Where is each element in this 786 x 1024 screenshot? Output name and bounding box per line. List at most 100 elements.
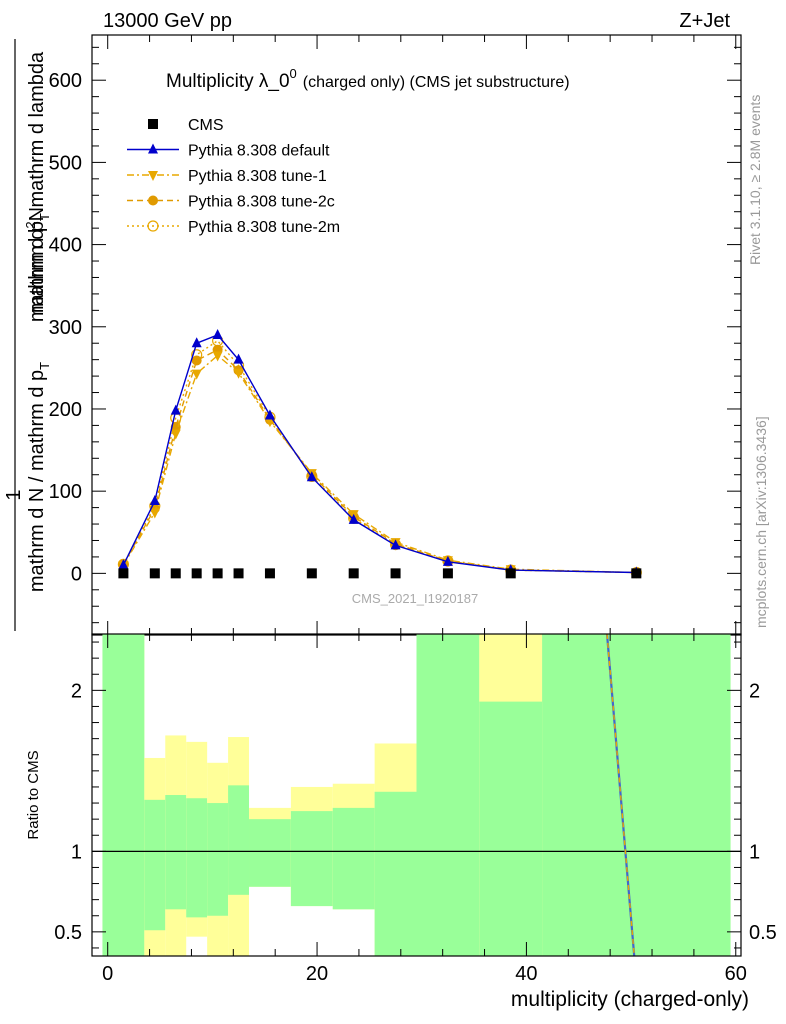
x-tick-label: 0 xyxy=(102,963,113,985)
tune1-point xyxy=(233,368,244,379)
ratio-green-band xyxy=(479,701,543,956)
tune1-point xyxy=(212,351,223,362)
cms-point xyxy=(212,568,223,579)
y-tick-label: 0 xyxy=(71,563,82,585)
ratio-green-band xyxy=(165,795,187,910)
main-y-label-lower: mathrm d N / mathrm d pT mathrm d pT mat… xyxy=(26,51,52,592)
default-point xyxy=(442,555,453,566)
cms-point xyxy=(170,568,181,579)
x-axis-label: multiplicity (charged-only) xyxy=(511,988,749,1011)
ratio-y-tick-label-right: 2 xyxy=(749,680,760,702)
main-plot-title: Multiplicity λ_00 (charged only) (CMS jet… xyxy=(166,66,570,92)
cms-point xyxy=(390,568,401,579)
ratio-green-band xyxy=(249,819,291,887)
default-point xyxy=(390,539,401,550)
ratio-plot-frame xyxy=(91,633,742,957)
ratio-green-band xyxy=(290,811,333,907)
main-y-label: mathrm d2N xyxy=(14,39,48,631)
series-line-3 xyxy=(122,348,637,574)
series-line-2 xyxy=(122,354,637,574)
cms-point xyxy=(118,568,129,579)
ratio-green-band xyxy=(542,634,731,956)
y-label-denominator: mathrm d pT mathrm d lambda xyxy=(26,51,52,322)
tune1-point xyxy=(170,429,181,440)
ratio-green-band xyxy=(102,634,145,956)
default-point xyxy=(212,329,223,339)
y-tick-label: 600 xyxy=(49,70,82,92)
y-label-numerator: mathrm d2N xyxy=(23,207,48,313)
ratio-bands xyxy=(92,633,741,957)
default-point xyxy=(264,409,275,420)
ratio-y-tick-label-right: 1 xyxy=(749,841,760,863)
cms-point xyxy=(233,568,244,579)
watermark: CMS_2021_I1920187 xyxy=(352,591,479,606)
cms-point xyxy=(442,568,453,579)
side-labels: Rivet 3.1.10, ≥ 2.8M events mcplots.cern… xyxy=(747,95,769,628)
y-tick-label: 100 xyxy=(49,481,82,503)
y-tick-label: 200 xyxy=(49,399,82,421)
ratio-y-tick-label-right: 0.5 xyxy=(749,922,777,944)
legend-label: Pythia 8.308 tune-2c xyxy=(188,194,335,211)
y-tick-label: 400 xyxy=(49,235,82,257)
header-left: 13000 GeV pp xyxy=(103,10,232,32)
title-sup: 0 xyxy=(290,66,297,81)
ratio-green-band xyxy=(332,807,375,910)
y-label-one: 1 xyxy=(3,489,25,500)
title-main: Multiplicity λ_0 xyxy=(166,71,290,92)
ratio-green-band xyxy=(207,803,229,916)
mcplots-label: mcplots.cern.ch [arXiv:1306.3436] xyxy=(753,416,769,628)
legend-label: CMS xyxy=(188,117,224,134)
y-tick-label: 300 xyxy=(49,317,82,339)
legend: CMS Pythia 8.308 default Pythia 8.308 tune… xyxy=(127,117,340,236)
tune2c-point xyxy=(191,355,202,366)
cms-point xyxy=(148,119,158,129)
default-point xyxy=(348,513,359,524)
ratio-green-band xyxy=(144,799,166,931)
default-point xyxy=(191,337,202,348)
cms-point xyxy=(348,568,359,579)
ratio-y-tick-label: 2 xyxy=(71,680,82,702)
main-y-label-left: 1 xyxy=(3,489,25,500)
title-suffix: (charged only) (CMS jet substructure) xyxy=(303,74,570,91)
ratio-y-tick-label: 0.5 xyxy=(54,922,82,944)
x-tick-label: 60 xyxy=(725,963,747,985)
tune1-point xyxy=(148,171,158,181)
cms-point xyxy=(631,568,642,579)
header-right: Z+Jet xyxy=(679,10,730,32)
cms-point xyxy=(191,568,202,579)
tune2c-point xyxy=(148,195,158,206)
legend-label: Pythia 8.308 tune-1 xyxy=(188,168,327,185)
ratio-green-band xyxy=(186,798,208,918)
legend-label: Pythia 8.308 default xyxy=(188,143,330,160)
ratio-axis-ticks: 0.5 0.51 12 20 20 40 60 xyxy=(54,634,777,985)
default-point xyxy=(149,495,160,506)
ratio-outlier-line xyxy=(605,633,636,957)
y-label-lower: mathrm d N / mathrm d pT xyxy=(26,362,52,592)
default-point xyxy=(233,353,244,364)
default-point xyxy=(148,143,158,154)
default-point xyxy=(118,559,129,570)
main-axis-ticks: 0 100 200 300 400 500 600 xyxy=(49,35,741,635)
rivet-label: Rivet 3.1.10, ≥ 2.8M events xyxy=(747,95,763,265)
tune2m-point xyxy=(147,220,159,232)
ratio-green-band xyxy=(416,634,480,956)
ratio-y-tick-label: 1 xyxy=(71,841,82,863)
cms-point xyxy=(306,568,317,579)
cms-point xyxy=(149,568,160,579)
default-point xyxy=(170,404,181,415)
y-tick-label: 500 xyxy=(49,152,82,174)
cms-point xyxy=(505,568,516,579)
main-series xyxy=(117,329,642,579)
ratio-plot: 0.5 0.51 12 20 20 40 60 Ratio to CMS xyxy=(25,633,777,985)
legend-label: Pythia 8.308 tune-2m xyxy=(188,219,340,236)
x-tick-label: 20 xyxy=(306,963,328,985)
series-line-4 xyxy=(122,339,637,574)
ratio-green-band xyxy=(374,791,417,956)
x-tick-label: 40 xyxy=(515,963,537,985)
cms-point xyxy=(264,568,275,579)
default-point xyxy=(306,471,317,482)
tune1-point xyxy=(191,369,202,380)
ratio-green-band xyxy=(228,785,250,895)
